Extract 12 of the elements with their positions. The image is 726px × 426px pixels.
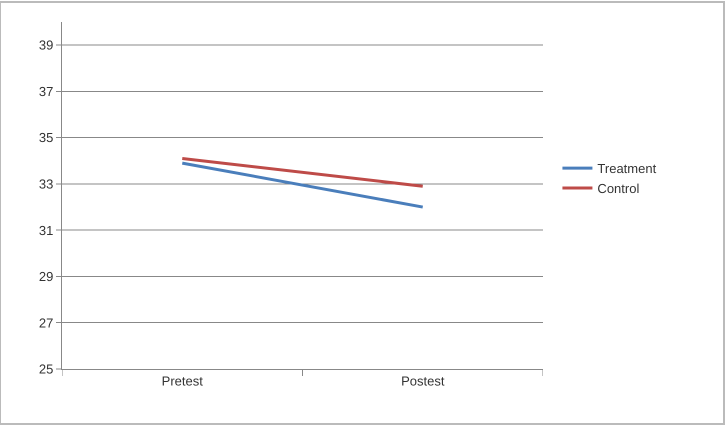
x-tick-label: Postest [401,374,445,389]
x-tick-label: Pretest [162,374,204,389]
y-tick-label: 31 [38,222,54,238]
y-tick-label: 35 [38,130,54,146]
y-tick-label: 39 [38,38,54,53]
legend-label: Treatment [597,161,657,176]
y-tick-label: 27 [38,315,54,330]
y-tick-label: 25 [38,362,54,377]
y-tick-label: 37 [38,84,54,99]
y-tick-label: 29 [38,269,54,284]
legend-label: Control [597,181,640,196]
y-tick-label: 33 [38,176,54,192]
